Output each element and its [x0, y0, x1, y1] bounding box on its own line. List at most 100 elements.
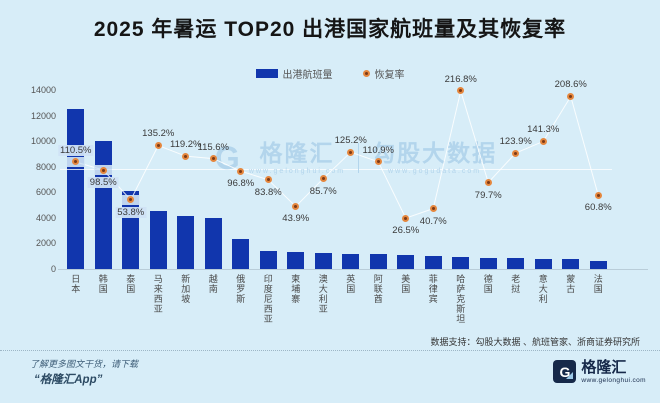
bar-意大利	[534, 258, 552, 269]
recovery-dot-澳大利亚	[319, 175, 327, 183]
gelonghui-brand-name: 格隆汇	[581, 359, 627, 376]
recovery-label-菲律宾: 40.7%	[419, 215, 447, 227]
recovery-label-哈萨克斯坦: 216.8%	[444, 73, 477, 85]
bar-老挝	[507, 258, 525, 269]
bar-阿联酋	[369, 253, 387, 269]
recovery-dot-韩国	[99, 166, 107, 174]
x-axis-label-新加坡: 新加坡	[180, 274, 191, 304]
recovery-label-老挝: 123.9%	[499, 136, 532, 148]
y-axis-tick: 10000	[30, 136, 56, 147]
y-axis-tick: 2000	[35, 238, 56, 249]
gelonghui-brand-url: www.gelonghui.com	[581, 376, 646, 384]
footer-divider	[0, 350, 660, 351]
x-axis-baseline	[58, 269, 648, 270]
recovery-dot-阿联酋	[374, 158, 382, 166]
bar-美国	[397, 254, 415, 269]
recovery-label-越南: 115.6%	[197, 141, 230, 153]
x-axis-label-德国: 德国	[482, 274, 493, 294]
x-axis-label-柬埔寨: 柬埔寨	[290, 274, 301, 304]
recovery-dot-意大利	[539, 137, 547, 145]
x-axis-label-马来西亚: 马来西亚	[152, 274, 163, 314]
bar-澳大利亚	[314, 253, 332, 269]
y-axis-tick: 8000	[35, 161, 56, 172]
x-axis-label-韩国: 韩国	[97, 274, 108, 294]
bar-印度尼西亚	[259, 251, 277, 269]
bar-德国	[479, 258, 497, 269]
recovery-label-美国: 26.5%	[392, 225, 420, 237]
y-axis-tick: 6000	[35, 187, 56, 198]
gelonghui-logo-accent	[566, 372, 574, 379]
y-axis-tick: 4000	[35, 212, 56, 223]
recovery-dot-新加坡	[182, 152, 190, 160]
data-source-note: 数据支持：勾股大数据 、航班管家、浙商证券研究所	[430, 337, 640, 347]
y-axis-tick: 12000	[30, 110, 56, 121]
bar-越南	[204, 217, 222, 269]
gelonghui-logo-text: 格隆汇 www.gelonghui.com	[581, 359, 646, 384]
x-axis-label-美国: 美国	[400, 274, 411, 294]
gelonghui-g-letter: G	[559, 363, 571, 380]
recovery-label-阿联酋: 110.9%	[362, 144, 395, 156]
bar-韩国	[94, 140, 112, 269]
x-axis-label-日本: 日本	[70, 274, 81, 294]
recovery-label-蒙古: 208.6%	[554, 79, 587, 91]
recovery-dot-美国	[402, 214, 410, 222]
bar-马来西亚	[149, 210, 167, 269]
recovery-dot-老挝	[512, 149, 520, 157]
recovery-label-柬埔寨: 43.9%	[282, 213, 310, 225]
legend-item-recovery: 恢复率	[362, 66, 405, 81]
x-axis-label-印度尼西亚: 印度尼西亚	[262, 274, 273, 324]
recovery-label-泰国: 53.8%	[115, 206, 147, 218]
gelonghui-g-icon: G	[553, 360, 577, 383]
recovery-dot-蒙古	[567, 92, 575, 100]
recovery-label-德国: 79.7%	[474, 189, 502, 201]
bar-菲律宾	[424, 256, 442, 269]
y-axis-tick: 14000	[30, 85, 56, 95]
legend-flights-label: 出港航班量	[282, 70, 333, 81]
x-axis-label-越南: 越南	[207, 274, 218, 294]
x-axis-label-阿联酋: 阿联酋	[372, 274, 383, 304]
gelonghui-logo: G 格隆汇 www.gelonghui.com	[553, 359, 646, 384]
recovery-dot-德国	[484, 179, 492, 187]
x-axis-label-俄罗斯: 俄罗斯	[235, 274, 246, 304]
bar-英国	[342, 253, 360, 269]
recovery-dot-越南	[209, 155, 217, 163]
legend-recovery-label: 恢复率	[374, 70, 405, 81]
x-axis-label-泰国: 泰国	[125, 274, 136, 294]
recovery-label-俄罗斯: 96.8%	[227, 178, 255, 190]
x-axis-label-英国: 英国	[345, 274, 356, 294]
recovery-dot-英国	[347, 148, 355, 156]
bar-日本	[67, 109, 85, 269]
recovery-label-韩国: 98.5%	[87, 177, 119, 188]
bar-法国	[589, 261, 607, 269]
footer-promo-line2: “格隆汇App”	[34, 374, 103, 386]
bar-柬埔寨	[287, 252, 305, 269]
recovery-dot-菲律宾	[429, 205, 437, 213]
recovery-dot-马来西亚	[154, 141, 162, 149]
recovery-label-马来西亚: 135.2%	[142, 128, 175, 140]
recovery-dot-俄罗斯	[237, 167, 245, 175]
chart-title: 2025 年暑运 TOP20 出港国家航班量及其恢复率	[93, 18, 567, 41]
recovery-label-印度尼西亚: 83.8%	[254, 186, 282, 198]
bar-哈萨克斯坦	[452, 257, 470, 269]
x-axis-label-哈萨克斯坦: 哈萨克斯坦	[455, 274, 466, 324]
footer-promo-line1: 了解更多图文干货，请下载	[30, 359, 139, 369]
x-axis-label-澳大利亚: 澳大利亚	[317, 274, 328, 314]
x-axis-label-老挝: 老挝	[510, 274, 521, 294]
y-axis-tick: 0	[50, 264, 56, 274]
x-axis-label-法国: 法国	[592, 274, 603, 294]
x-axis-label-菲律宾: 菲律宾	[427, 274, 438, 304]
recovery-label-澳大利亚: 85.7%	[309, 185, 337, 197]
recovery-dot-法国	[594, 191, 602, 199]
legend-item-flights: 出港航班量	[255, 66, 333, 81]
x-axis-label-蒙古: 蒙古	[565, 274, 576, 294]
bar-新加坡	[177, 215, 195, 269]
recovery-label-法国: 60.8%	[584, 202, 612, 214]
recovery-dot-印度尼西亚	[264, 176, 272, 184]
bar-蒙古	[562, 259, 580, 269]
recovery-dot-柬埔寨	[292, 202, 300, 210]
dot-marker-icon	[362, 70, 370, 77]
reference-line-100pct	[60, 169, 612, 170]
bar-俄罗斯	[232, 238, 250, 269]
